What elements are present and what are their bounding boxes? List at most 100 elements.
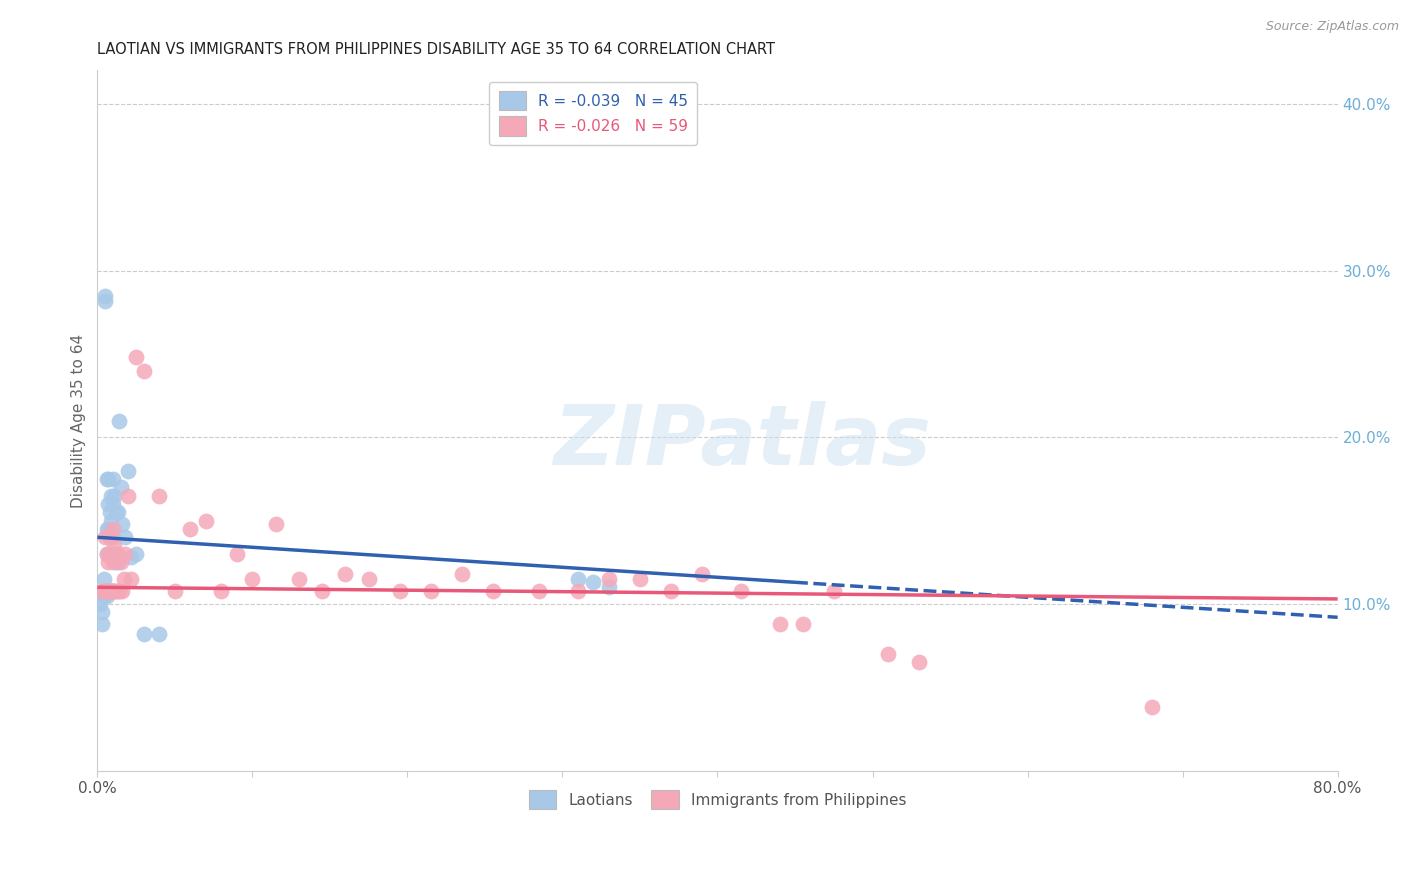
Point <box>111 516 134 531</box>
Point <box>96 583 118 598</box>
Point <box>101 530 124 544</box>
Point <box>94 583 117 598</box>
Point <box>357 572 380 586</box>
Point <box>768 617 790 632</box>
Point <box>567 583 589 598</box>
Point <box>125 350 148 364</box>
Point <box>163 583 186 598</box>
Point <box>481 583 503 598</box>
Point <box>288 572 311 586</box>
Point <box>388 583 411 598</box>
Point <box>120 572 142 586</box>
Point <box>96 589 118 603</box>
Point <box>108 413 131 427</box>
Point <box>110 555 132 569</box>
Point <box>104 505 127 519</box>
Point <box>112 572 135 586</box>
Text: Source: ZipAtlas.com: Source: ZipAtlas.com <box>1265 20 1399 33</box>
Point <box>93 572 115 586</box>
Point <box>100 489 122 503</box>
Point <box>100 583 122 598</box>
Point <box>100 547 122 561</box>
Point <box>103 547 125 561</box>
Point <box>89 597 111 611</box>
Point <box>103 583 125 598</box>
Point <box>97 522 120 536</box>
Point <box>100 547 122 561</box>
Point <box>132 627 155 641</box>
Point <box>101 522 124 536</box>
Point <box>311 583 333 598</box>
Point <box>103 539 125 553</box>
Point <box>101 497 124 511</box>
Point <box>792 617 814 632</box>
Point <box>101 583 124 598</box>
Point <box>98 583 121 598</box>
Point <box>148 489 170 503</box>
Point <box>97 583 120 598</box>
Point <box>450 566 472 581</box>
Point <box>179 522 201 536</box>
Point <box>91 617 114 632</box>
Point <box>97 497 120 511</box>
Point <box>97 472 120 486</box>
Point <box>94 583 117 598</box>
Point <box>98 530 121 544</box>
Point <box>1140 700 1163 714</box>
Point <box>91 583 114 598</box>
Point <box>114 530 136 544</box>
Point <box>93 583 115 598</box>
Point <box>96 547 118 561</box>
Point <box>100 514 122 528</box>
Point <box>103 489 125 503</box>
Point <box>225 547 247 561</box>
Point <box>107 505 129 519</box>
Point <box>107 583 129 598</box>
Point <box>823 583 845 598</box>
Point <box>690 566 713 581</box>
Point <box>104 555 127 569</box>
Point <box>628 572 651 586</box>
Text: ZIPatlas: ZIPatlas <box>554 401 931 482</box>
Point <box>908 656 931 670</box>
Point <box>148 627 170 641</box>
Point <box>209 583 232 598</box>
Point <box>98 505 121 519</box>
Point <box>101 555 124 569</box>
Point <box>567 572 589 586</box>
Y-axis label: Disability Age 35 to 64: Disability Age 35 to 64 <box>72 334 86 508</box>
Point <box>117 489 139 503</box>
Point <box>108 583 131 598</box>
Point <box>96 522 118 536</box>
Point <box>96 472 118 486</box>
Point <box>132 363 155 377</box>
Point <box>96 547 118 561</box>
Point <box>117 464 139 478</box>
Point <box>101 583 124 598</box>
Point <box>93 589 115 603</box>
Point <box>104 547 127 561</box>
Point <box>94 293 117 308</box>
Point <box>94 288 117 302</box>
Point <box>242 572 264 586</box>
Point <box>335 566 357 581</box>
Point <box>659 583 682 598</box>
Point <box>120 550 142 565</box>
Point <box>264 516 287 531</box>
Point <box>104 583 127 598</box>
Point <box>100 583 122 598</box>
Point <box>91 605 114 619</box>
Point <box>598 580 620 594</box>
Point <box>98 583 121 598</box>
Point <box>97 583 120 598</box>
Point <box>582 575 605 590</box>
Point <box>877 647 900 661</box>
Text: LAOTIAN VS IMMIGRANTS FROM PHILIPPINES DISABILITY AGE 35 TO 64 CORRELATION CHART: LAOTIAN VS IMMIGRANTS FROM PHILIPPINES D… <box>97 42 775 57</box>
Point <box>107 547 129 561</box>
Point <box>194 514 217 528</box>
Point <box>97 555 120 569</box>
Point <box>111 583 134 598</box>
Point <box>529 583 551 598</box>
Point <box>110 480 132 494</box>
Point <box>107 555 129 569</box>
